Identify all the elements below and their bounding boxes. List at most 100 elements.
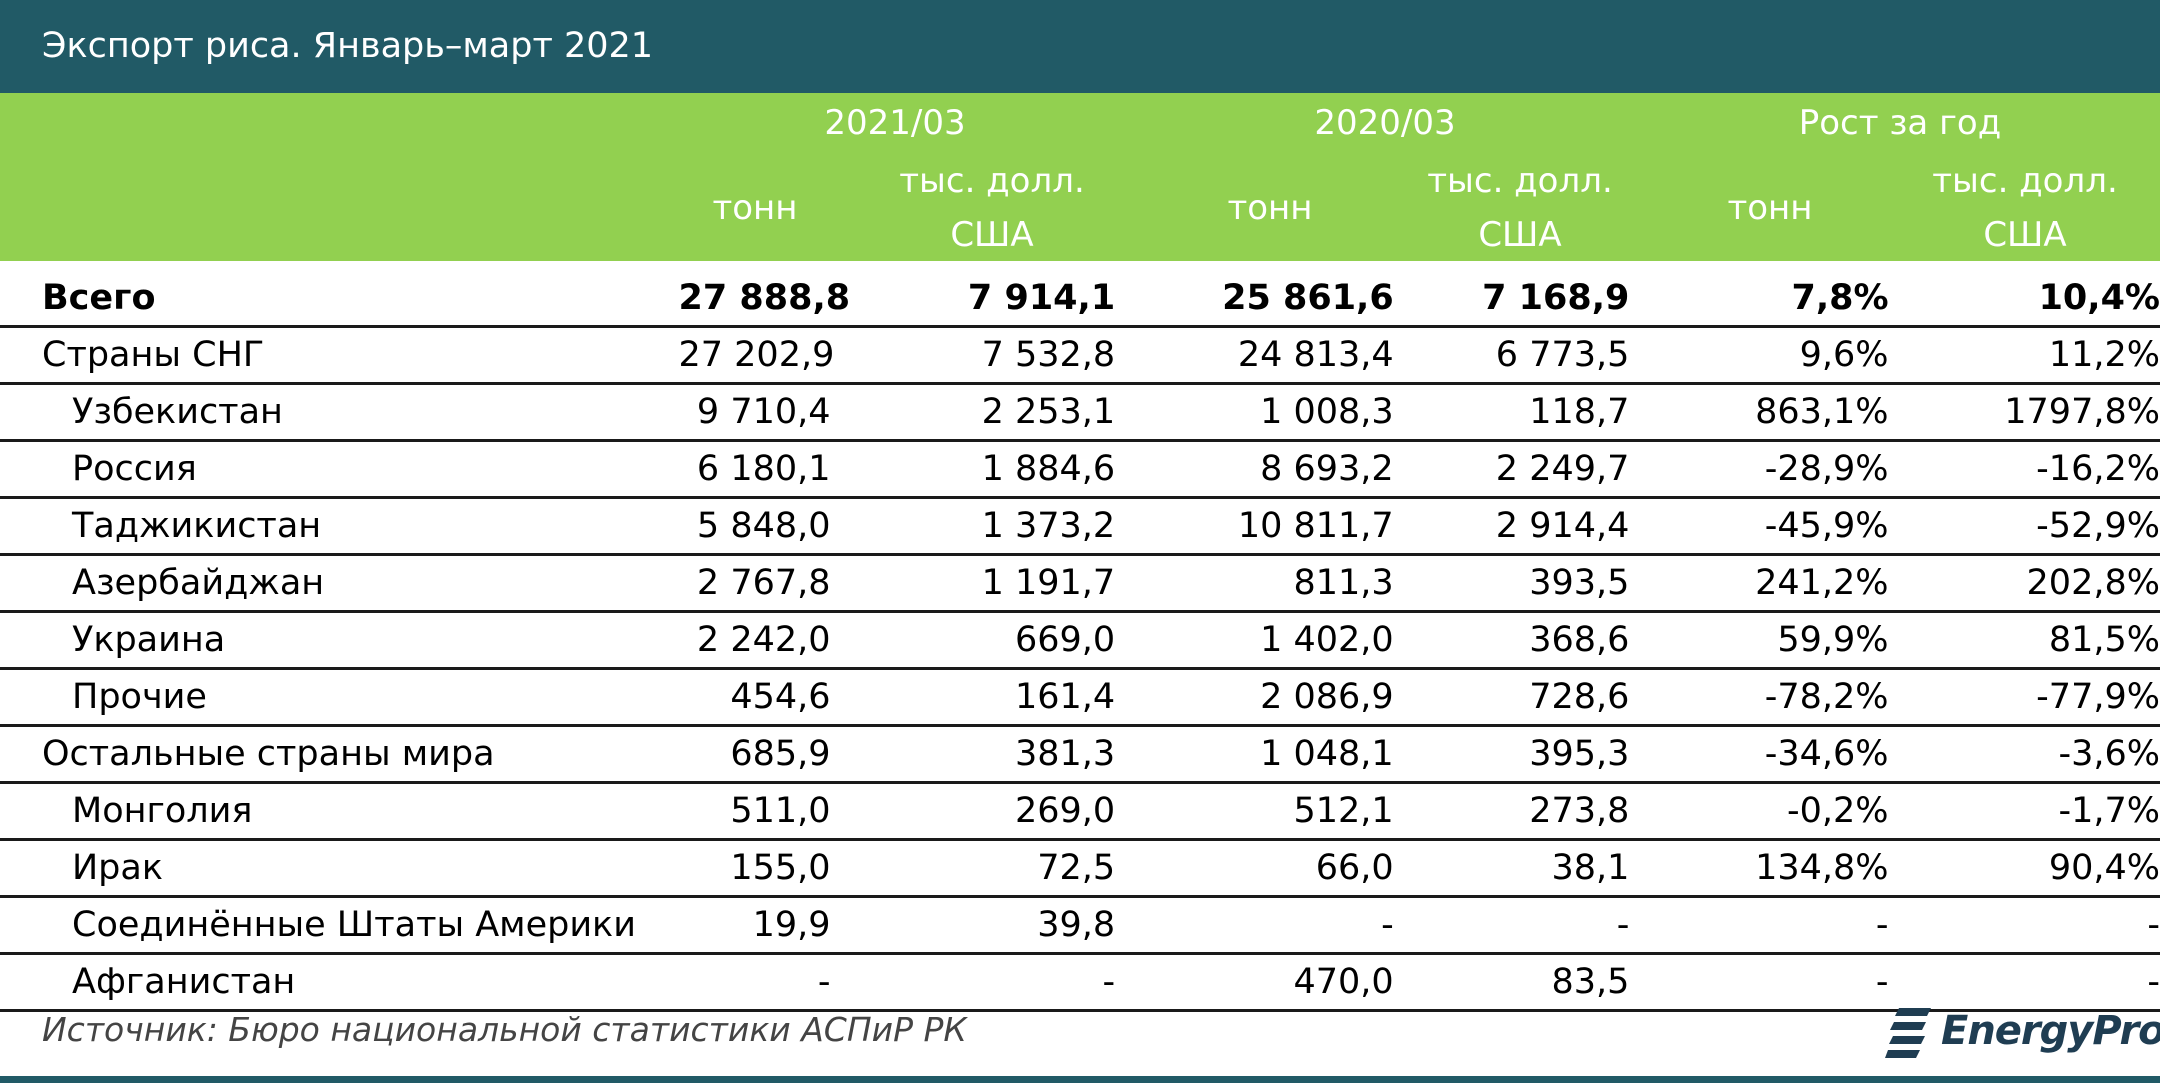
header-2020-usd-line2: США xyxy=(1478,215,1562,255)
cell-value: 39,8 xyxy=(830,896,1116,955)
logo-text: EnergyProm xyxy=(1941,1008,2160,1054)
header-group-2020: 2020/03 xyxy=(1314,103,1456,143)
cell-value: 134,8% xyxy=(1629,839,1889,898)
cell-value: 72,5 xyxy=(830,839,1116,898)
energyprom-logo-icon xyxy=(1885,1008,1931,1058)
cell-value: - xyxy=(1629,953,1889,1012)
row-label: Всего xyxy=(0,271,679,328)
cell-value: 1 402,0 xyxy=(1115,611,1394,670)
cell-value: -16,2% xyxy=(1888,440,2160,499)
cell-value: 38,1 xyxy=(1393,839,1630,898)
cell-value: 1 008,3 xyxy=(1115,383,1394,442)
cell-value: 81,5% xyxy=(1888,611,2160,670)
cell-value: - xyxy=(830,953,1116,1012)
row-label: Узбекистан xyxy=(0,383,679,442)
cell-value: 269,0 xyxy=(830,782,1116,841)
cell-value: 2 767,8 xyxy=(678,554,831,613)
cell-value: 27 202,9 xyxy=(678,326,834,385)
cell-value: 669,0 xyxy=(830,611,1116,670)
cell-value: 685,9 xyxy=(678,725,831,784)
cell-value: 7 532,8 xyxy=(830,326,1116,385)
cell-value: 368,6 xyxy=(1393,611,1630,670)
table-row: Всего 27 888,8 7 914,1 25 861,6 7 168,9 7,8% 1… xyxy=(0,271,2160,328)
cell-value: 512,1 xyxy=(1115,782,1394,841)
cell-value: 1 191,7 xyxy=(830,554,1116,613)
cell-value: -45,9% xyxy=(1629,497,1889,556)
bottom-bar xyxy=(0,1076,2160,1083)
cell-value: 2 086,9 xyxy=(1115,668,1394,727)
cell-value: 9 710,4 xyxy=(678,383,831,442)
table-row: Россия 6 180,1 1 884,6 8 693,2 2 249,7 -28,9%… xyxy=(0,440,2160,499)
header-2021-tonn: тонн xyxy=(712,188,798,228)
cell-value: 728,6 xyxy=(1393,668,1630,727)
cell-value: - xyxy=(1629,896,1889,955)
row-label: Страны СНГ xyxy=(0,326,679,385)
cell-value: 2 242,0 xyxy=(678,611,831,670)
cell-value: 811,3 xyxy=(1115,554,1394,613)
data-table: Всего 27 888,8 7 914,1 25 861,6 7 168,9 7,8% 1… xyxy=(0,271,2160,1012)
cell-value: -77,9% xyxy=(1888,668,2160,727)
cell-value: 6 180,1 xyxy=(678,440,831,499)
cell-value: 66,0 xyxy=(1115,839,1394,898)
cell-value: 6 773,5 xyxy=(1393,326,1630,385)
cell-value: 161,4 xyxy=(830,668,1116,727)
table-row: Афганистан - -470,0 83,5- - xyxy=(0,953,2160,1012)
table-header: 2021/03 2020/03 Рост за год тонн тыс. до… xyxy=(0,93,2160,261)
table-row: Прочие 454,6 161,4 2 086,9 728,6 -78,2% -77,9% xyxy=(0,668,2160,727)
table-row: Украина 2 242,0 669,0 1 402,0 368,6 59,9% 81,5… xyxy=(0,611,2160,670)
cell-value: -1,7% xyxy=(1888,782,2160,841)
cell-value: 19,9 xyxy=(678,896,831,955)
table-row: Страны СНГ 27 202,9 7 532,8 24 813,4 6 773,5… xyxy=(0,326,2160,385)
header-group-2021: 2021/03 xyxy=(824,103,966,143)
row-label: Таджикистан xyxy=(0,497,679,556)
header-2021-usd-line2: США xyxy=(950,215,1034,255)
cell-value: 381,3 xyxy=(830,725,1116,784)
cell-value: 83,5 xyxy=(1393,953,1630,1012)
row-label: Ирак xyxy=(0,839,679,898)
header-group-growth: Рост за год xyxy=(1798,103,2002,143)
cell-value: 10,4% xyxy=(1888,271,2160,328)
row-label: Прочие xyxy=(0,668,679,727)
cell-value: 11,2% xyxy=(1888,326,2160,385)
cell-value: 9,6% xyxy=(1629,326,1889,385)
cell-value: -3,6% xyxy=(1888,725,2160,784)
cell-value: 863,1% xyxy=(1629,383,1889,442)
table-row: Таджикистан 5 848,0 1 373,2 10 811,7 2 914,4… xyxy=(0,497,2160,556)
cell-value: 1 048,1 xyxy=(1115,725,1394,784)
table-row: Соединённые Штаты Америки 19,9 39,8- - - - xyxy=(0,896,2160,955)
row-label: Россия xyxy=(0,440,679,499)
table-title: Экспорт риса. Январь–март 2021 xyxy=(0,0,2160,93)
cell-value: - xyxy=(678,953,831,1012)
cell-value: 59,9% xyxy=(1629,611,1889,670)
cell-value: 24 813,4 xyxy=(1115,326,1394,385)
cell-value: -78,2% xyxy=(1629,668,1889,727)
cell-value: 2 253,1 xyxy=(830,383,1116,442)
cell-value: 1797,8% xyxy=(1888,383,2160,442)
row-label: Остальные страны мира xyxy=(0,725,679,784)
cell-value: -34,6% xyxy=(1629,725,1889,784)
cell-value: 393,5 xyxy=(1393,554,1630,613)
cell-value: 511,0 xyxy=(678,782,831,841)
cell-value: -28,9% xyxy=(1629,440,1889,499)
header-2020-usd-line1: тыс. долл. xyxy=(1427,161,1613,201)
row-label: Азербайджан xyxy=(0,554,679,613)
energyprom-logo: EnergyProm xyxy=(1885,1000,2160,1068)
cell-value: - xyxy=(1115,896,1394,955)
cell-value: - xyxy=(1888,896,2160,955)
cell-value: 241,2% xyxy=(1629,554,1889,613)
cell-value: 7 914,1 xyxy=(830,271,1116,328)
cell-value: 7,8% xyxy=(1629,271,1889,328)
header-growth-usd-line1: тыс. долл. xyxy=(1932,161,2118,201)
header-growth-usd-line2: США xyxy=(1983,215,2067,255)
table-row: Азербайджан 2 767,8 1 191,7 811,3 393,5 241,2… xyxy=(0,554,2160,613)
cell-value: 90,4% xyxy=(1888,839,2160,898)
table-row: Узбекистан 9 710,4 2 253,1 1 008,3 118,7 863,… xyxy=(0,383,2160,442)
cell-value: 155,0 xyxy=(678,839,831,898)
cell-value: - xyxy=(1888,953,2160,1012)
table-row: Остальные страны мира 685,9 381,3 1 048,1 39… xyxy=(0,725,2160,784)
cell-value: 1 884,6 xyxy=(830,440,1116,499)
cell-value: 454,6 xyxy=(678,668,831,727)
row-label: Афганистан xyxy=(0,953,679,1012)
source-note: Источник: Бюро национальной статистики А… xyxy=(42,1010,967,1049)
